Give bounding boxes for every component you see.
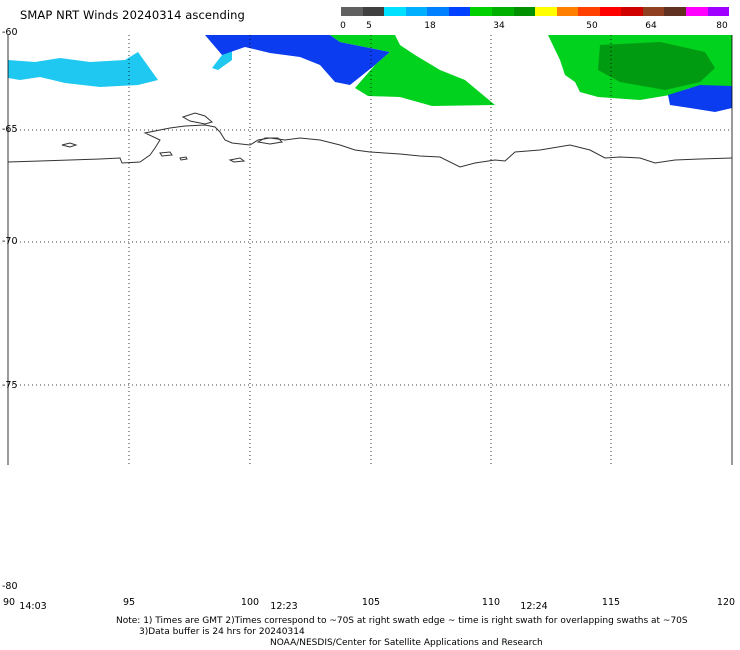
scale-label: 34 [493,21,505,31]
note-line: NOAA/NESDIS/Center for Satellite Applica… [270,638,543,648]
scale-label: 5 [366,21,372,31]
color-scale-segment [405,7,428,16]
wind-swath-blue [205,35,390,85]
wind-speed-color-scale [341,7,730,16]
color-scale-segment [448,7,471,16]
color-scale-segment [621,7,643,16]
lat-label: -60 [2,27,18,38]
lon-label: 120 [716,597,736,608]
color-scale-segment [556,7,579,16]
scale-label: 18 [424,21,436,31]
color-scale-segment [686,7,708,16]
wind-swath-green [330,35,495,106]
color-scale-segment [470,7,492,16]
lon-label: 90 [2,597,16,608]
wind-swaths [8,35,732,112]
swath-time-label: 12:23 [270,601,298,612]
scale-label: 0 [340,21,346,31]
lat-label: -65 [2,124,18,135]
lat-lon-grid [8,35,732,465]
color-scale-segment [707,7,730,16]
color-scale-segment [664,7,686,16]
color-scale-segment [384,7,406,16]
color-scale-segment [535,7,557,16]
scale-label: 64 [645,21,657,31]
color-scale-segment [427,7,449,16]
wind-swath-dark-green [598,42,715,90]
lat-label: -70 [2,236,18,247]
color-scale-segment [362,7,385,16]
color-scale-segment [513,7,536,16]
lon-label: 110 [481,597,501,608]
color-scale-labels: 0 5 18 34 50 64 80 [0,21,740,33]
map-title: SMAP NRT Winds 20240314 ascending [20,8,245,22]
lat-label: -75 [2,380,18,391]
wind-swath-cyan [8,52,158,87]
swath-time-label: 12:24 [520,601,548,612]
lat-label: -80 [2,581,18,592]
note-line: Note: 1) Times are GMT 2)Times correspon… [116,616,688,626]
color-scale-segment [341,7,363,16]
color-scale-segment [578,7,600,16]
map-frame [7,35,733,465]
color-scale-segment [599,7,622,16]
swath-time-label: 14:03 [19,601,47,612]
color-scale-segment [642,7,665,16]
scale-label: 80 [716,21,728,31]
color-scale-segment [491,7,514,16]
scale-label: 50 [586,21,598,31]
lon-label: 115 [601,597,621,608]
antarctic-coastline [7,112,733,168]
lon-label: 95 [122,597,136,608]
lon-label: 100 [240,597,260,608]
lon-label: 105 [361,597,381,608]
note-line: 3)Data buffer is 24 hrs for 20240314 [139,627,305,637]
wind-swath-blue [668,85,732,112]
wind-swath-cyan [212,50,232,70]
